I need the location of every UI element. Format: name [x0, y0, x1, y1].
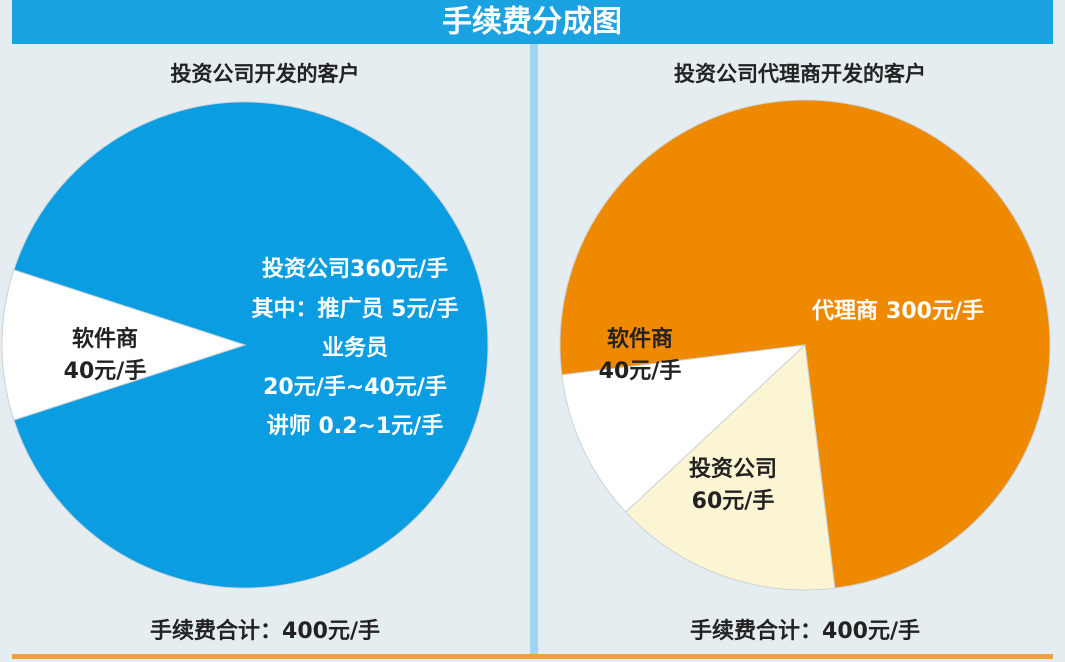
slice-label: 投资公司 [689, 457, 777, 482]
category-name: 投资公司 [262, 257, 350, 282]
divider [530, 44, 538, 656]
value-label: 300元/手 [886, 299, 984, 324]
pie-slice [559, 99, 1051, 589]
annotation: 业务员 [322, 336, 388, 361]
value-label: 40元/手 [64, 359, 147, 384]
slice-label: 投资公司360元/手 [262, 257, 448, 282]
annotation: 其中：推广员 5元/手 [251, 296, 458, 322]
slice-label: 软件商 [72, 326, 138, 352]
footnote: 手续费合计：400元/手 [690, 618, 920, 644]
title-bar [12, 0, 1053, 44]
pie-slice [13, 101, 489, 589]
pie-slice [1, 269, 247, 421]
chart-title: 投资公司代理商开发的客户 [674, 62, 926, 86]
value-label: 60元/手 [692, 489, 775, 514]
chart-title: 投资公司开发的客户 [171, 62, 360, 86]
value-label: 40元/手 [599, 359, 682, 384]
annotation: 20元/手~40元/手 [263, 375, 447, 400]
slice-label: 软件商 [607, 326, 673, 352]
footnote: 手续费合计：400元/手 [150, 618, 380, 644]
annotation: 讲师 0.2~1元/手 [267, 413, 443, 439]
category-name: 代理商 [811, 298, 878, 324]
pie-slice [561, 344, 807, 513]
value-label: 360元/手 [350, 257, 448, 282]
bottom-rule [12, 654, 1053, 659]
slice-label: 代理商 300元/手 [811, 298, 984, 324]
page-title: 手续费分成图 [442, 5, 622, 40]
pie-slice [625, 343, 836, 591]
